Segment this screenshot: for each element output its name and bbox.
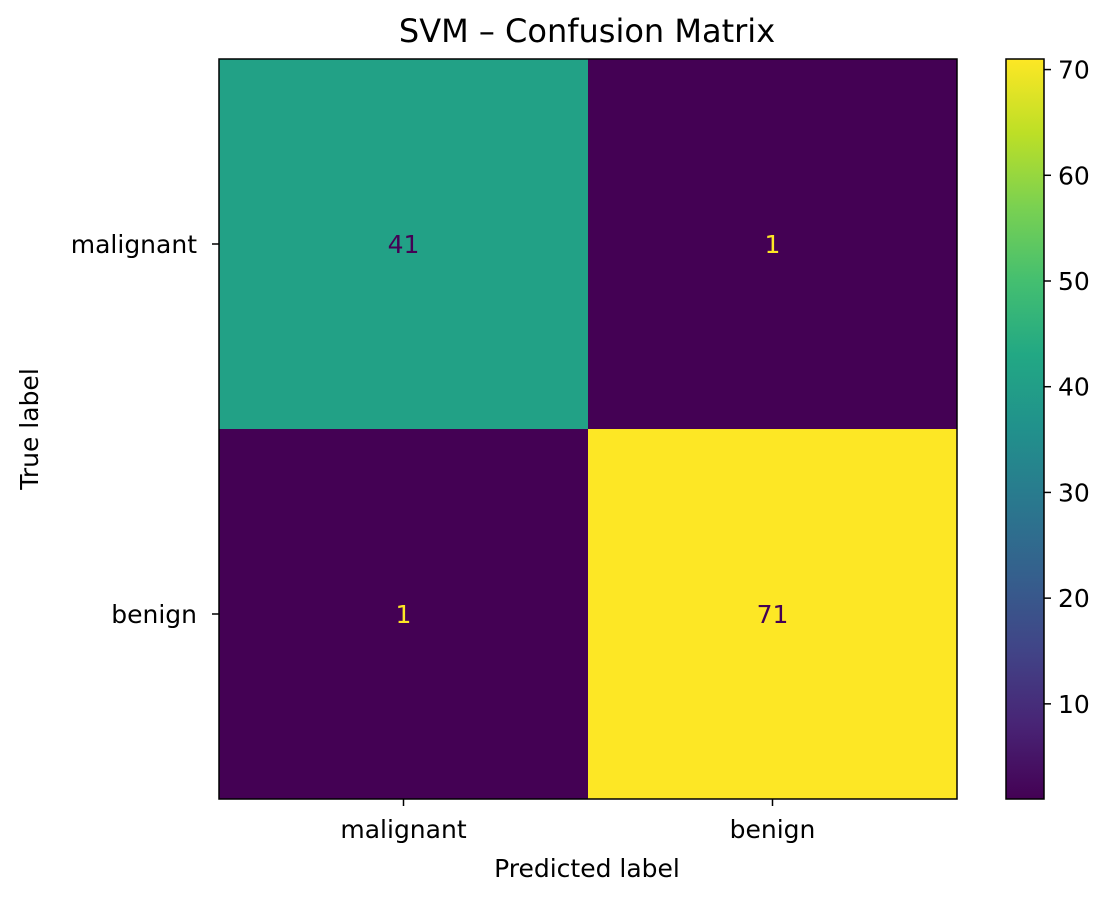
y-axis-ticks: malignant benign — [71, 230, 219, 629]
heatmap-cells — [219, 59, 957, 799]
y-tick-label: benign — [111, 600, 197, 629]
colorbar-ticks: 10 20 30 40 50 60 70 — [1044, 56, 1090, 719]
heatmap-cell — [219, 59, 588, 429]
cell-value-label: 1 — [396, 600, 412, 629]
cell-value-label: 41 — [388, 230, 420, 259]
colorbar-frame — [1005, 58, 1045, 800]
x-axis-ticks: malignant benign — [340, 799, 815, 844]
y-axis-label: True label — [15, 368, 44, 491]
colorbar-tick-label: 50 — [1058, 267, 1090, 296]
colorbar-tick-label: 20 — [1058, 584, 1090, 613]
colorbar-tick-label: 40 — [1058, 373, 1090, 402]
cell-value-label: 71 — [757, 600, 789, 629]
heatmap-cell — [588, 429, 957, 799]
colorbar-tick-label: 10 — [1058, 690, 1090, 719]
colorbar-tick-label: 70 — [1058, 56, 1090, 85]
x-tick-label: benign — [730, 815, 816, 844]
x-tick-label: malignant — [340, 815, 466, 844]
cell-value-labels: 41 1 1 71 — [388, 230, 789, 629]
chart-title: SVM – Confusion Matrix — [399, 12, 775, 50]
y-tick-label: malignant — [71, 230, 197, 259]
heatmap-cell — [219, 429, 588, 799]
heatmap-cell — [588, 59, 957, 429]
plot-frame — [218, 58, 958, 800]
cell-value-label: 1 — [765, 230, 781, 259]
x-axis-label: Predicted label — [494, 854, 680, 883]
colorbar — [1006, 59, 1044, 799]
colorbar-tick-label: 30 — [1058, 478, 1090, 507]
colorbar-tick-label: 60 — [1058, 161, 1090, 190]
